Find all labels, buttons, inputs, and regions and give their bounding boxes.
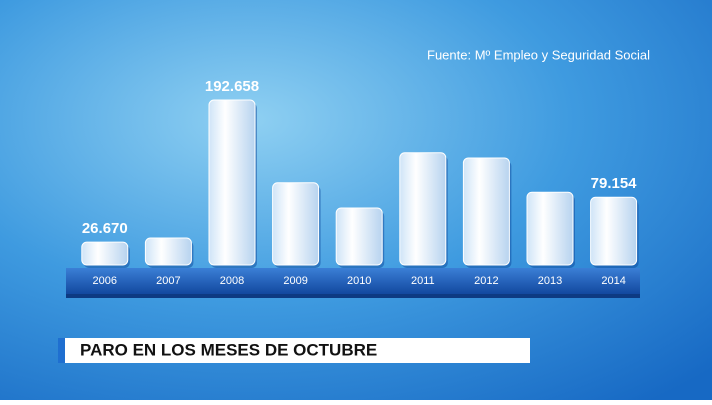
bar — [462, 157, 510, 266]
x-tick-label: 2010 — [347, 275, 371, 287]
chart-title: PARO EN LOS MESES DE OCTUBRE — [80, 340, 377, 359]
source: Fuente: Mº Empleo y Seguridad Social — [427, 47, 650, 62]
x-tick-label: 2013 — [538, 275, 562, 287]
bar — [144, 237, 192, 266]
bar — [335, 207, 383, 266]
value-label: 79.154 — [591, 175, 638, 192]
value-label: 26.670 — [82, 220, 128, 237]
x-tick-label: 2014 — [601, 275, 625, 287]
title-box — [65, 338, 530, 363]
x-tick-label: 2011 — [411, 275, 435, 287]
bar — [81, 241, 129, 266]
x-tick-label: 2012 — [474, 275, 498, 287]
bar — [399, 152, 447, 266]
x-tick-label: 2008 — [220, 275, 244, 287]
x-tick-label: 2006 — [93, 275, 117, 287]
x-tick-label: 2009 — [283, 275, 307, 287]
bar — [590, 196, 638, 266]
bar — [272, 182, 320, 266]
title-accent — [58, 338, 65, 363]
x-tick-label: 2007 — [156, 275, 180, 287]
year-strip-shadow — [66, 294, 640, 298]
bar — [526, 191, 574, 266]
bar — [208, 99, 256, 266]
year-strip — [66, 268, 640, 294]
value-label: 192.658 — [205, 78, 259, 95]
